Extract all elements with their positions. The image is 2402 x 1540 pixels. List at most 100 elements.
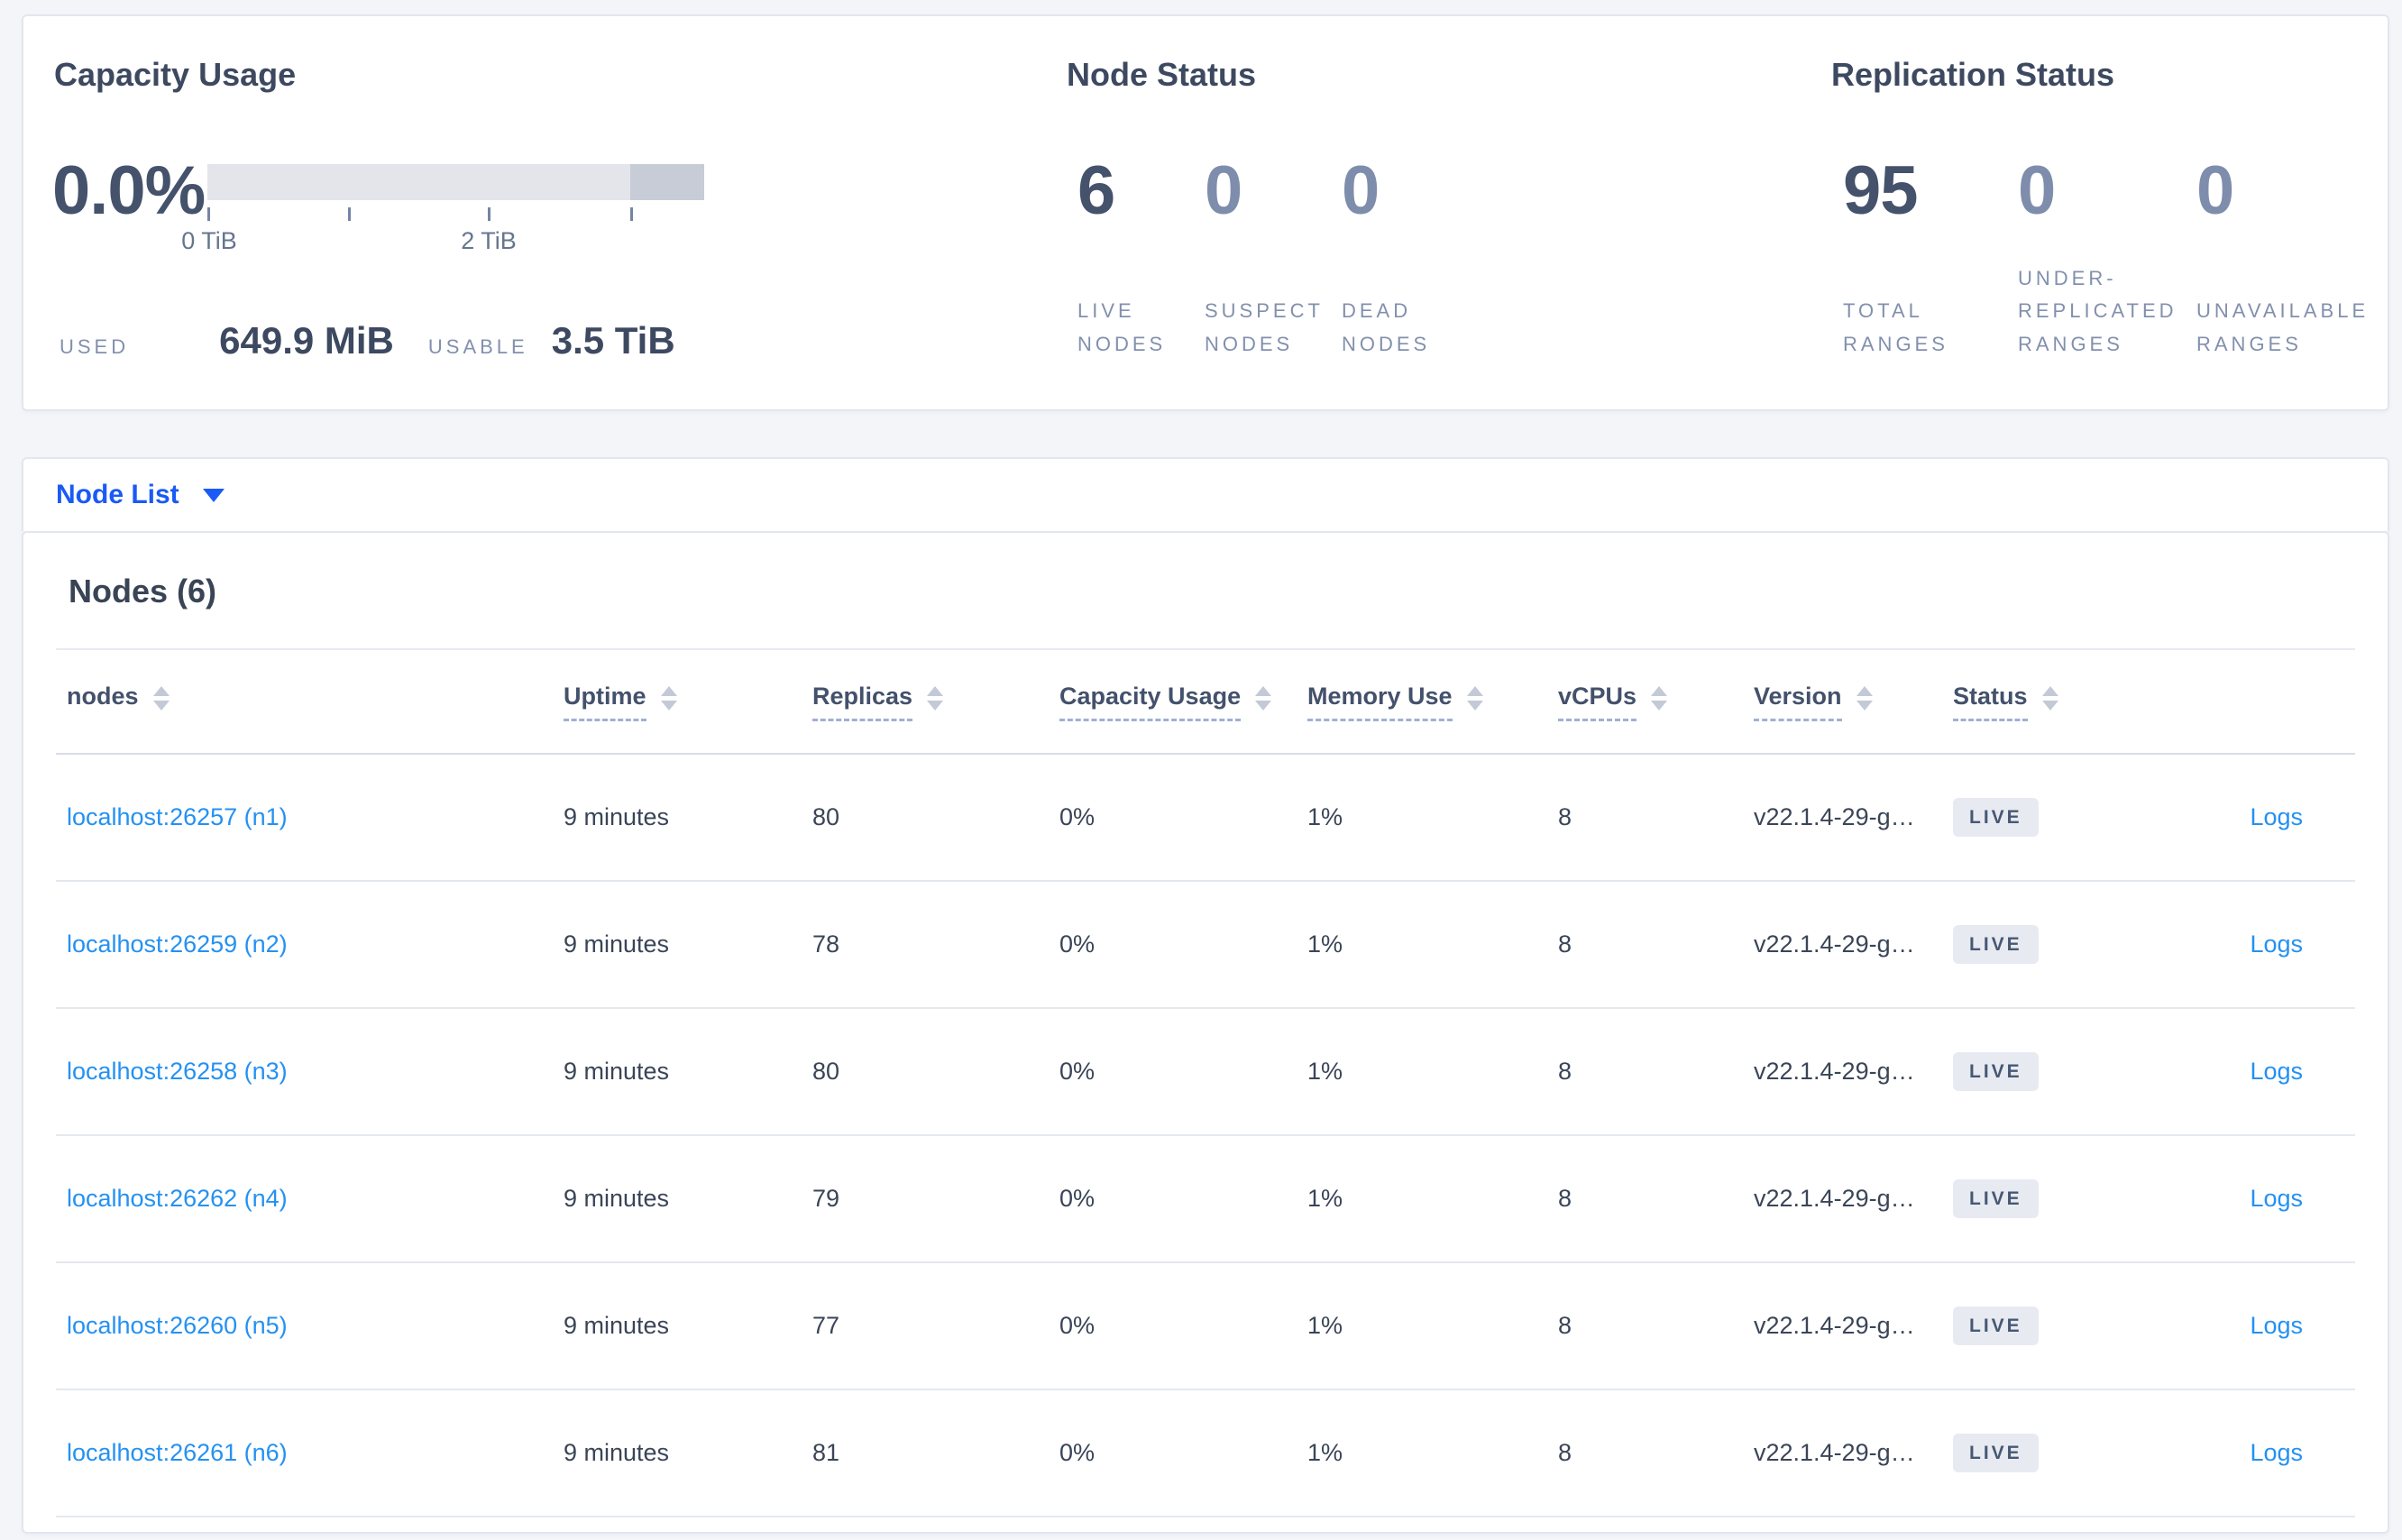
node-cell: localhost:26259 (n2) (67, 930, 564, 958)
sort-icon[interactable] (152, 685, 170, 710)
live-nodes-count: 6 (1077, 152, 1115, 229)
uptime-cell: 9 minutes (564, 1439, 670, 1466)
dead-nodes-label: DEAD NODES (1342, 299, 1431, 355)
vcpus-cell: 8 (1558, 1185, 1572, 1212)
logs-link[interactable]: Logs (2250, 1185, 2303, 1212)
memory-use-cell: 1% (1307, 930, 1343, 958)
axis-tick (348, 207, 351, 221)
table-row: localhost:26260 (n5) 9 minutes 77 0% 1% … (56, 1263, 2355, 1390)
capacity-usage-cell: 0% (1059, 930, 1096, 958)
unavailable-ranges-label: UNAVAILABLE RANGES (2196, 299, 2370, 355)
logs-link[interactable]: Logs (2250, 803, 2303, 830)
version-cell: v22.1.4-29-g… (1754, 1312, 1915, 1339)
node-list-dropdown[interactable]: Node List (56, 480, 225, 510)
logs-cell: Logs (2250, 803, 2303, 831)
vcpus-cell: 8 (1558, 1058, 1572, 1085)
sort-icon[interactable] (1466, 685, 1483, 710)
capacity-usage-cell: 0% (1059, 1058, 1096, 1085)
sort-icon[interactable] (1255, 685, 1272, 710)
sort-icon[interactable] (1856, 685, 1873, 710)
chevron-down-icon (202, 488, 225, 502)
total-ranges-count: 95 (1843, 152, 1919, 229)
logs-cell: Logs (2250, 1058, 2303, 1086)
axis-tick (207, 207, 210, 221)
logs-link[interactable]: Logs (2250, 1312, 2303, 1339)
under-replicated-ranges-label: UNDER-REPLICATED RANGES (2018, 267, 2177, 355)
axis-tick-label: 0 TiB (181, 227, 237, 254)
status-cell: LIVE (1953, 925, 2205, 964)
table-row: localhost:26258 (n3) 9 minutes 80 0% 1% … (56, 1009, 2355, 1136)
sort-icon[interactable] (927, 685, 944, 710)
logs-link[interactable]: Logs (2250, 1439, 2303, 1466)
replication-status-title: Replication Status (1831, 56, 2115, 93)
usable-value: 3.5 TiB (551, 319, 675, 362)
status-cell: LIVE (1953, 798, 2205, 837)
uptime-cell: 9 minutes (564, 1312, 670, 1339)
column-header-memory-use[interactable]: Memory Use (1307, 683, 1558, 721)
column-header-replicas[interactable]: Replicas (812, 683, 1059, 721)
status-badge: LIVE (1953, 1306, 2039, 1345)
sort-icon[interactable] (1651, 685, 1668, 710)
capacity-usage-bar (207, 164, 704, 200)
column-header-nodes[interactable]: nodes (67, 683, 564, 721)
node-link[interactable]: localhost:26258 (n3) (67, 1058, 288, 1085)
replicas-cell: 80 (812, 803, 840, 830)
usable-label: USABLE (427, 335, 528, 358)
used-value: 649.9 MiB (219, 319, 394, 362)
suspect-nodes-label: SUSPECT NODES (1205, 299, 1324, 355)
capacity-usage-title: Capacity Usage (54, 56, 297, 93)
total-ranges-label: TOTAL RANGES (1843, 299, 1948, 355)
uptime-cell: 9 minutes (564, 1185, 670, 1212)
replicas-cell: 81 (812, 1439, 840, 1466)
vcpus-cell: 8 (1558, 930, 1572, 958)
column-header-status[interactable]: Status (1953, 683, 2205, 721)
node-cell: localhost:26261 (n6) (67, 1439, 564, 1467)
axis-tick (630, 207, 633, 221)
dead-nodes-count: 0 (1342, 152, 1380, 229)
replicas-cell: 79 (812, 1185, 840, 1212)
node-link[interactable]: localhost:26260 (n5) (67, 1312, 288, 1339)
node-cell: localhost:26260 (n5) (67, 1312, 564, 1340)
node-link[interactable]: localhost:26259 (n2) (67, 930, 288, 958)
version-cell: v22.1.4-29-g… (1754, 1058, 1915, 1085)
status-badge: LIVE (1953, 1179, 2039, 1218)
capacity-usage-cell: 0% (1059, 1185, 1096, 1212)
column-header-uptime[interactable]: Uptime (564, 683, 812, 721)
node-status-title: Node Status (1067, 56, 1257, 93)
capacity-usage-cell: 0% (1059, 1312, 1096, 1339)
sort-icon[interactable] (2041, 685, 2058, 710)
uptime-cell: 9 minutes (564, 930, 670, 958)
memory-use-cell: 1% (1307, 1312, 1343, 1339)
node-cell: localhost:26257 (n1) (67, 803, 564, 831)
table-header-row: nodes Uptime Replicas Capacity Usage Mem… (56, 650, 2355, 755)
logs-cell: Logs (2250, 930, 2303, 958)
table-row: localhost:26257 (n1) 9 minutes 80 0% 1% … (56, 755, 2355, 882)
logs-cell: Logs (2250, 1312, 2303, 1340)
axis-tick-label: 2 TiB (461, 227, 517, 254)
axis-tick (488, 207, 490, 221)
column-header-capacity-usage[interactable]: Capacity Usage (1059, 683, 1307, 721)
node-link[interactable]: localhost:26257 (n1) (67, 803, 288, 830)
node-link[interactable]: localhost:26262 (n4) (67, 1185, 288, 1212)
vcpus-cell: 8 (1558, 1439, 1572, 1466)
column-header-vcpus[interactable]: vCPUs (1558, 683, 1754, 721)
capacity-used-percent: 0.0% (52, 152, 206, 229)
version-cell: v22.1.4-29-g… (1754, 930, 1915, 958)
memory-use-cell: 1% (1307, 803, 1343, 830)
logs-link[interactable]: Logs (2250, 930, 2303, 958)
table-row: localhost:26262 (n4) 9 minutes 79 0% 1% … (56, 1136, 2355, 1263)
column-header-version[interactable]: Version (1754, 683, 1953, 721)
status-badge: LIVE (1953, 1434, 2039, 1472)
node-cell: localhost:26258 (n3) (67, 1058, 564, 1086)
vcpus-cell: 8 (1558, 803, 1572, 830)
version-cell: v22.1.4-29-g… (1754, 803, 1915, 830)
table-row: localhost:26259 (n2) 9 minutes 78 0% 1% … (56, 882, 2355, 1009)
logs-link[interactable]: Logs (2250, 1058, 2303, 1085)
used-label: USED (60, 335, 130, 358)
node-link[interactable]: localhost:26261 (n6) (67, 1439, 288, 1466)
sort-icon[interactable] (660, 685, 677, 710)
replicas-cell: 77 (812, 1312, 840, 1339)
status-cell: LIVE (1953, 1179, 2205, 1218)
unavailable-ranges-count: 0 (2196, 152, 2234, 229)
version-cell: v22.1.4-29-g… (1754, 1439, 1915, 1466)
